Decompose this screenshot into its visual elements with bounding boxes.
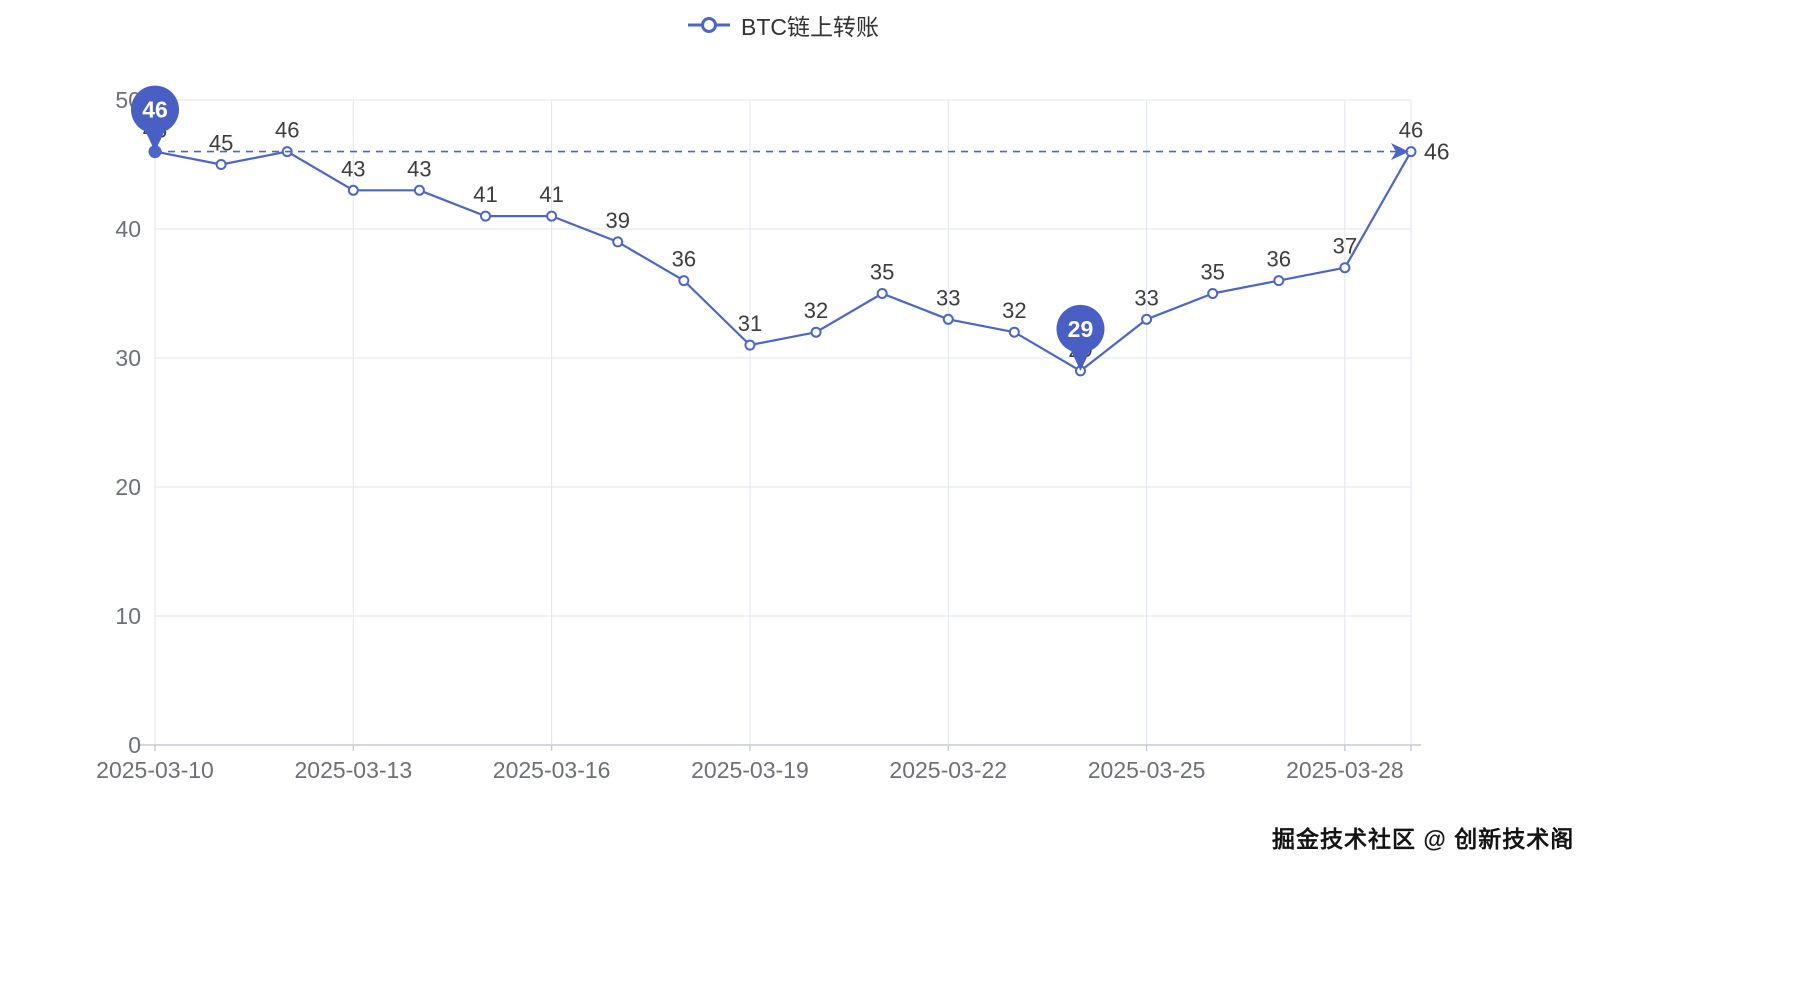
- legend-label: BTC链上转账: [741, 14, 879, 40]
- markline-arrow-icon: [1391, 143, 1409, 161]
- data-label: 41: [539, 182, 563, 207]
- data-point[interactable]: [215, 159, 227, 170]
- data-label: 36: [672, 247, 696, 272]
- data-point[interactable]: [1207, 288, 1219, 299]
- x-axis-label: 2025-03-10: [96, 757, 214, 783]
- x-axis-label: 2025-03-28: [1286, 757, 1404, 783]
- data-point[interactable]: [413, 184, 425, 196]
- x-axis-label: 2025-03-25: [1088, 757, 1206, 783]
- markpoint-label: 29: [1068, 316, 1094, 342]
- data-label: 36: [1267, 247, 1291, 272]
- data-point[interactable]: [1141, 313, 1153, 325]
- data-point[interactable]: [347, 184, 359, 196]
- data-label: 31: [738, 311, 762, 336]
- data-point[interactable]: [810, 326, 822, 338]
- legend-item-btc-transfers[interactable]: BTC链上转账: [683, 6, 883, 44]
- data-label: 32: [1002, 298, 1026, 323]
- y-axis-label: 40: [115, 216, 141, 242]
- x-axis-label: 2025-03-19: [691, 757, 809, 783]
- data-label: 43: [407, 156, 431, 181]
- legend-line-icon: [688, 17, 730, 33]
- data-point[interactable]: [612, 236, 624, 248]
- data-label: 33: [936, 285, 960, 310]
- markline-label: 46: [1424, 139, 1450, 165]
- markpoint-pin-max[interactable]: [131, 85, 179, 134]
- data-label: 33: [1134, 285, 1158, 310]
- data-label: 35: [870, 260, 894, 285]
- data-label: 32: [804, 298, 828, 323]
- y-axis-label: 0: [128, 732, 141, 758]
- data-label: 43: [341, 156, 365, 181]
- data-label: 39: [605, 208, 629, 233]
- data-point[interactable]: [942, 313, 954, 325]
- data-label: 41: [473, 182, 497, 207]
- data-point[interactable]: [744, 339, 756, 351]
- x-axis-label: 2025-03-13: [294, 757, 412, 783]
- data-label: 46: [275, 118, 299, 143]
- y-axis-label: 30: [115, 345, 141, 371]
- data-label: 35: [1200, 260, 1224, 285]
- markpoint-pin-min[interactable]: [1056, 304, 1105, 353]
- data-label: 37: [1333, 234, 1357, 259]
- data-point[interactable]: [546, 210, 558, 222]
- data-label: 46: [1399, 118, 1423, 143]
- data-point[interactable]: [876, 288, 888, 299]
- data-point[interactable]: [1008, 326, 1020, 338]
- data-point[interactable]: [1339, 262, 1351, 274]
- markpoint-label: 46: [142, 97, 168, 123]
- data-point[interactable]: [678, 275, 690, 287]
- series-line: [153, 150, 1413, 372]
- y-axis-label: 20: [115, 474, 141, 500]
- x-axis-label: 2025-03-22: [889, 757, 1007, 783]
- watermark-text: 掘金技术社区 @ 创新技术阁: [1272, 826, 1575, 852]
- x-axis-label: 2025-03-16: [493, 757, 611, 783]
- data-point[interactable]: [480, 210, 492, 222]
- data-point[interactable]: [1273, 275, 1285, 287]
- legend: BTC链上转账: [683, 6, 883, 44]
- y-axis-label: 10: [115, 603, 141, 629]
